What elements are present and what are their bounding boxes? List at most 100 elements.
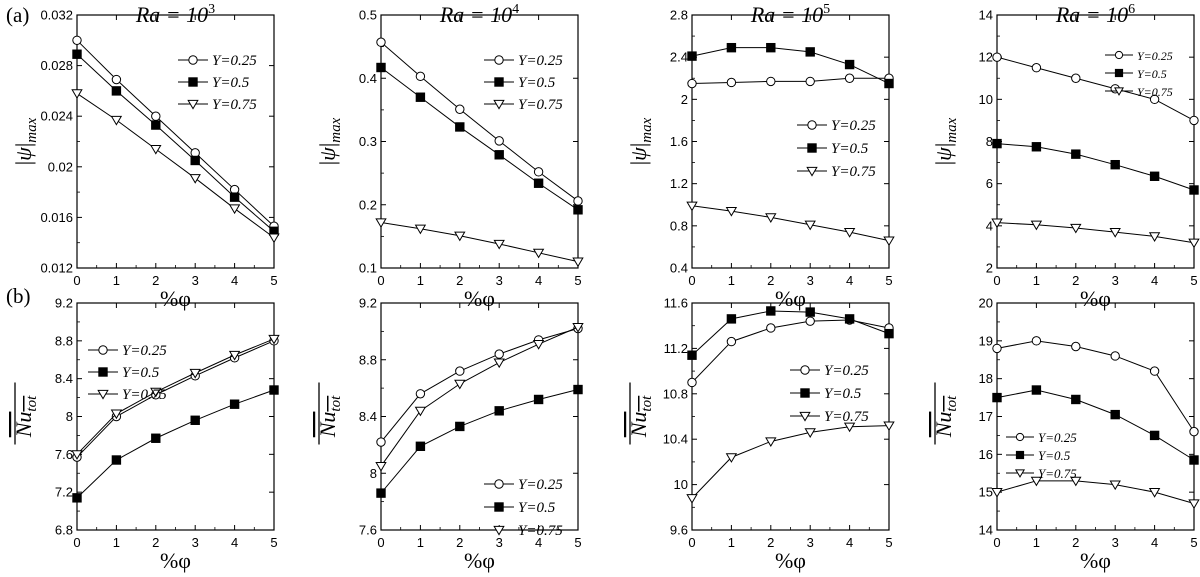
y-tick-label: 10.8	[663, 386, 688, 401]
data-point-triangle	[991, 488, 1003, 498]
data-point-triangle	[1030, 220, 1043, 231]
y-tick-label: 0.3	[359, 134, 377, 149]
legend-marker-square	[494, 502, 504, 512]
data-point-triangle	[1109, 228, 1121, 238]
data-point-square	[726, 314, 737, 324]
y-tick-label: 8	[66, 409, 73, 424]
data-point-triangle	[1109, 480, 1121, 491]
data-point-square	[1149, 430, 1160, 441]
x-axis-label: %φ	[1080, 286, 1111, 311]
y-tick-label: 8	[986, 134, 993, 149]
data-point-square	[1031, 385, 1042, 395]
legend-label: Y=0.75	[518, 523, 563, 539]
data-point-square	[151, 433, 161, 443]
y-tick-label: 15	[979, 485, 993, 500]
data-point-circle	[573, 196, 583, 206]
data-point-triangle	[804, 428, 816, 438]
x-tick-label: 3	[496, 273, 503, 288]
data-point-square	[1071, 394, 1081, 405]
x-tick-label: 2	[456, 273, 463, 288]
data-point-circle	[72, 35, 82, 45]
data-point-triangle	[1148, 232, 1161, 242]
y-tick-label: 11.2	[664, 341, 688, 356]
data-point-square	[766, 306, 776, 316]
data-point-square	[1071, 149, 1081, 159]
legend-marker-circle	[807, 120, 817, 130]
series-line-Y=0.5	[691, 310, 890, 356]
series-line-Y=0.25	[996, 56, 1195, 121]
data-point-circle	[992, 52, 1002, 62]
x-tick-label: 2	[456, 535, 463, 550]
x-tick-label: 2	[1072, 535, 1079, 550]
x-tick-label: 5	[1190, 273, 1197, 288]
x-tick-label: 1	[417, 273, 424, 288]
data-point-circle	[415, 389, 426, 399]
y-tick-label: 8.8	[359, 352, 377, 367]
data-point-triangle	[1148, 488, 1161, 498]
data-point-square	[992, 138, 1002, 149]
y-tick-label: 2	[986, 261, 993, 276]
y-tick-label: 9.2	[359, 296, 377, 311]
data-point-circle	[1110, 351, 1120, 361]
data-point-triangle	[725, 206, 738, 217]
data-point-circle	[844, 73, 855, 83]
plot-frame	[996, 302, 1195, 531]
panel-label-b: (b)	[6, 284, 31, 308]
data-point-triangle	[110, 409, 123, 420]
data-point-triangle	[493, 358, 505, 369]
y-tick-label: 0.032	[40, 8, 73, 23]
x-tick-label: 5	[574, 273, 581, 288]
series-line-Y=0.75	[996, 480, 1195, 504]
data-point-triangle	[71, 450, 83, 460]
data-point-square	[151, 120, 161, 130]
legend-marker-circle	[1114, 50, 1124, 60]
data-point-square	[229, 399, 240, 409]
data-point-square	[72, 493, 82, 503]
data-point-circle	[376, 437, 386, 447]
x-tick-label: 5	[885, 535, 892, 550]
data-point-square	[573, 384, 583, 395]
y-tick-label: 1.2	[670, 176, 688, 191]
legend: Y=0.25 Y=0.5 Y=0.75	[178, 53, 257, 113]
legend-marker-triangle	[806, 166, 818, 177]
y-axis-label: |ψ|max	[315, 117, 344, 165]
legend-label: Y=0.75	[1137, 85, 1173, 99]
data-point-triangle	[228, 204, 241, 215]
x-tick-label: 0	[688, 535, 695, 550]
x-tick-label: 1	[113, 535, 120, 550]
x-tick-label: 1	[728, 273, 735, 288]
data-point-circle	[687, 78, 697, 89]
legend-label: Y=0.75	[212, 97, 257, 113]
data-point-triangle	[1070, 223, 1082, 234]
legend-label: Y=0.5	[518, 500, 556, 516]
series-line-Y=0.5	[380, 389, 579, 494]
series-line-Y=0.5	[691, 47, 890, 84]
data-point-triangle	[414, 224, 427, 235]
series-line-Y=0.75	[76, 93, 275, 239]
data-point-square	[1149, 171, 1160, 181]
data-point-square	[455, 122, 465, 132]
legend-label: Y=0.25	[518, 477, 563, 493]
series-line-Y=0.5	[76, 53, 275, 232]
x-tick-label: 3	[192, 535, 199, 550]
data-point-circle	[151, 111, 161, 121]
x-tick-label: 3	[1112, 273, 1119, 288]
legend-label: Y=0.25	[831, 118, 876, 134]
x-axis-label: %φ	[464, 286, 495, 311]
data-point-triangle	[765, 213, 777, 223]
x-axis-label: %φ	[1080, 548, 1111, 573]
series-line-Y=0.5	[380, 67, 579, 211]
legend-marker-square	[1114, 68, 1124, 78]
data-point-square	[229, 192, 240, 202]
x-tick-label: 2	[767, 273, 774, 288]
data-point-triangle	[883, 236, 895, 247]
y-tick-label: 0.8	[670, 218, 688, 233]
x-tick-label: 3	[1112, 535, 1119, 550]
x-tick-label: 5	[1190, 535, 1197, 550]
data-point-triangle	[1188, 499, 1200, 510]
x-tick-label: 4	[846, 535, 853, 550]
x-tick-label: 0	[993, 273, 1000, 288]
legend-label: Y=0.25	[212, 53, 257, 69]
